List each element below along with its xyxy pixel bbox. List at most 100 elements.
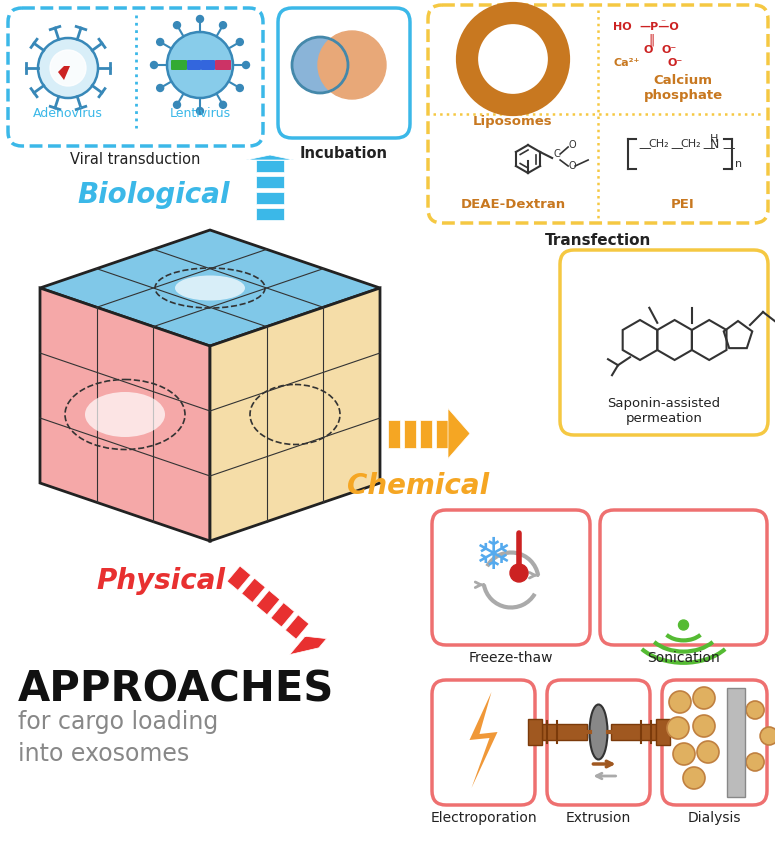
Circle shape	[197, 107, 204, 115]
Text: —: —	[722, 143, 735, 156]
Polygon shape	[58, 66, 70, 80]
Circle shape	[678, 620, 688, 630]
Circle shape	[236, 39, 243, 46]
Text: ❄: ❄	[474, 535, 512, 578]
Circle shape	[157, 85, 164, 92]
Bar	[256, 160, 284, 172]
Circle shape	[174, 101, 181, 108]
Text: H: H	[710, 134, 718, 144]
Text: —P—O: —P—O	[639, 22, 679, 32]
FancyBboxPatch shape	[8, 8, 263, 146]
Text: O⁻: O⁻	[661, 45, 677, 55]
Text: CH₂: CH₂	[680, 139, 701, 149]
Circle shape	[318, 31, 386, 99]
Text: —: —	[638, 143, 650, 156]
Text: Chemical: Chemical	[347, 472, 489, 499]
Circle shape	[746, 701, 764, 719]
Circle shape	[150, 61, 157, 68]
Circle shape	[693, 715, 715, 737]
Polygon shape	[257, 590, 280, 615]
Polygon shape	[285, 615, 309, 639]
Ellipse shape	[175, 276, 245, 301]
Circle shape	[174, 22, 181, 29]
Bar	[542, 724, 587, 740]
Text: n: n	[735, 159, 742, 169]
Polygon shape	[246, 155, 294, 160]
FancyBboxPatch shape	[547, 680, 650, 805]
Bar	[256, 192, 284, 204]
Circle shape	[50, 50, 86, 86]
Text: HO: HO	[613, 22, 632, 32]
Circle shape	[167, 32, 233, 98]
Ellipse shape	[85, 392, 165, 437]
Text: for cargo loading: for cargo loading	[18, 710, 219, 734]
Circle shape	[485, 31, 541, 87]
Circle shape	[683, 767, 705, 789]
Text: O: O	[568, 161, 576, 171]
Text: Viral transduction: Viral transduction	[71, 152, 201, 167]
Text: Biological: Biological	[78, 181, 230, 209]
Text: CH₂: CH₂	[648, 139, 669, 149]
Text: Freeze-thaw: Freeze-thaw	[469, 651, 553, 665]
Bar	[528, 719, 542, 745]
Circle shape	[197, 16, 204, 22]
Bar	[436, 420, 448, 448]
Text: Saponin-assisted
permeation: Saponin-assisted permeation	[608, 397, 721, 425]
Text: Physical: Physical	[96, 567, 225, 595]
Text: Dialysis: Dialysis	[687, 811, 741, 825]
Circle shape	[693, 687, 715, 709]
Circle shape	[243, 61, 250, 68]
Polygon shape	[40, 288, 210, 541]
Text: into exosomes: into exosomes	[18, 742, 189, 766]
Polygon shape	[290, 627, 326, 655]
Text: Calcium
phosphate: Calcium phosphate	[643, 74, 722, 102]
Text: Extrusion: Extrusion	[566, 811, 631, 825]
Circle shape	[38, 38, 98, 98]
FancyBboxPatch shape	[201, 60, 215, 70]
Text: Liposomes: Liposomes	[474, 115, 553, 128]
Circle shape	[292, 37, 348, 93]
FancyBboxPatch shape	[428, 5, 768, 223]
Text: Ca²⁺: Ca²⁺	[613, 58, 639, 68]
Bar	[656, 719, 670, 745]
Circle shape	[669, 691, 691, 713]
Text: O: O	[568, 140, 576, 150]
Ellipse shape	[590, 704, 608, 759]
Polygon shape	[270, 602, 294, 627]
FancyBboxPatch shape	[171, 60, 187, 70]
Circle shape	[746, 753, 764, 771]
Text: O⁻: O⁻	[668, 58, 684, 68]
Text: Electroporation: Electroporation	[430, 811, 537, 825]
Text: APPROACHES: APPROACHES	[18, 668, 334, 710]
FancyBboxPatch shape	[662, 680, 767, 805]
Bar	[256, 208, 284, 220]
Polygon shape	[242, 578, 265, 602]
Bar	[404, 420, 416, 448]
FancyBboxPatch shape	[187, 60, 201, 70]
Bar	[420, 420, 432, 448]
Circle shape	[697, 741, 719, 763]
Polygon shape	[227, 566, 251, 590]
Circle shape	[236, 85, 243, 92]
Circle shape	[219, 22, 226, 29]
Polygon shape	[40, 230, 380, 346]
Text: N: N	[710, 137, 719, 150]
Text: Sonication: Sonication	[647, 651, 720, 665]
Bar	[388, 420, 400, 448]
Circle shape	[760, 727, 775, 745]
Text: O: O	[643, 45, 653, 55]
Text: —: —	[670, 143, 683, 156]
Text: —: —	[702, 143, 715, 156]
Text: Lentivirus: Lentivirus	[170, 107, 231, 120]
Circle shape	[219, 101, 226, 108]
Text: ‖: ‖	[648, 34, 654, 47]
Circle shape	[510, 564, 528, 582]
Circle shape	[673, 743, 695, 765]
Bar	[611, 724, 656, 740]
Circle shape	[157, 39, 164, 46]
Text: Incubation: Incubation	[300, 146, 388, 161]
Text: DEAE-Dextran: DEAE-Dextran	[460, 198, 566, 211]
Text: PEI: PEI	[671, 198, 695, 211]
FancyBboxPatch shape	[215, 60, 231, 70]
Polygon shape	[470, 692, 498, 788]
